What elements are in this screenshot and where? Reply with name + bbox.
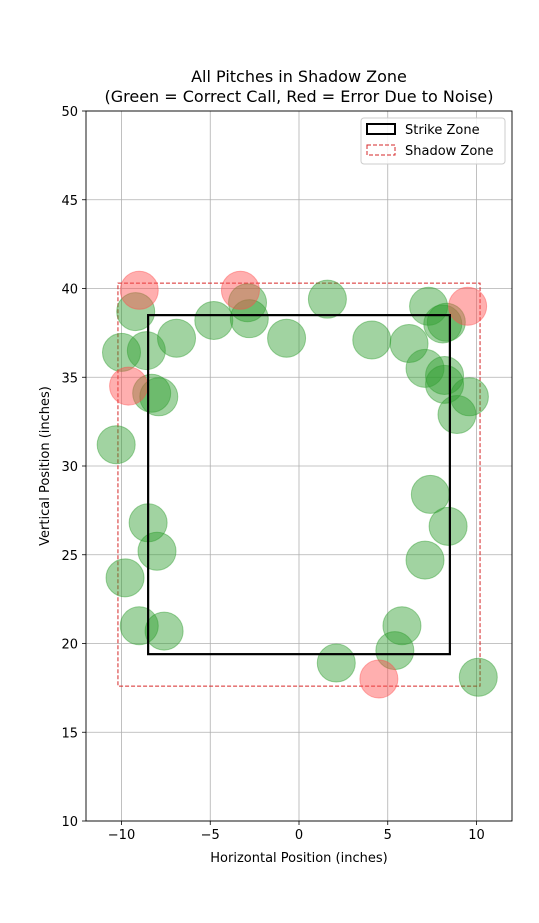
correct-call-point: [229, 299, 269, 339]
correct-call-point: [126, 331, 166, 371]
legend-box: [360, 117, 506, 165]
correct-call-point: [194, 300, 234, 340]
correct-call-point: [116, 292, 156, 332]
correct-call-point: [375, 631, 415, 671]
y-axis-label: Vertical Position (inches): [38, 386, 53, 546]
correct-call-point: [382, 606, 422, 646]
correct-call-point: [426, 302, 466, 342]
x-tick-label: 5: [384, 828, 392, 843]
correct-call-point: [405, 348, 445, 388]
axis-ticks: −10 −5 0 5 10 10 15 20 25 30 35 40 45 50: [61, 105, 484, 843]
error-call-point: [448, 286, 488, 326]
correct-call-point: [267, 318, 307, 358]
y-tick-label: 30: [61, 460, 78, 475]
correct-call-point: [102, 332, 141, 372]
y-tick-label: 50: [61, 105, 78, 120]
strike-zone-rect: [147, 314, 451, 656]
chart-title-line2: (Green = Correct Call, Red = Error Due t…: [104, 87, 493, 106]
shadow-zone-layer: [117, 282, 481, 687]
correct-call-point: [425, 364, 465, 404]
correct-call-point: [132, 373, 172, 413]
y-tick-label: 10: [61, 815, 78, 830]
correct-call-point: [405, 540, 445, 580]
error-call-point: [119, 270, 159, 310]
correct-call-point: [316, 643, 356, 683]
correct-call-point: [96, 425, 136, 465]
correct-call-point: [157, 318, 197, 358]
correct-call-point: [105, 558, 145, 598]
y-tick-label: 45: [61, 194, 78, 209]
strike-zone-layer: [147, 314, 451, 656]
legend-strike-label: Strike Zone: [405, 123, 480, 138]
legend-shadow-label: Shadow Zone: [405, 144, 494, 159]
legend-shadow-swatch: [366, 144, 396, 156]
correct-call-point: [139, 377, 179, 417]
y-tick-label: 25: [61, 549, 78, 564]
correct-call-point: [437, 395, 477, 435]
correct-call-point: [389, 324, 429, 364]
correct-call-point: [428, 506, 468, 546]
correct-call-point: [137, 531, 177, 571]
legend: Strike Zone Shadow Zone: [360, 117, 506, 165]
correct-call-point: [425, 355, 465, 395]
y-tick-label: 15: [61, 726, 78, 741]
correct-call-point: [144, 611, 184, 651]
grid-lines: [86, 110, 512, 822]
x-tick-label: 10: [468, 828, 485, 843]
correct-call-point: [458, 657, 498, 697]
correct-call-point: [228, 283, 268, 323]
correct-call-point: [352, 320, 392, 360]
pitch-points: [96, 270, 498, 699]
error-call-point: [109, 366, 149, 406]
correct-call-point: [307, 279, 347, 319]
x-tick-label: −5: [201, 828, 220, 843]
error-call-point: [359, 659, 399, 699]
x-tick-label: 0: [295, 828, 303, 843]
y-tick-label: 20: [61, 638, 78, 653]
y-tick-label: 40: [61, 283, 78, 298]
error-call-point: [220, 270, 260, 310]
shadow-zone-rect: [117, 282, 481, 687]
y-tick-label: 35: [61, 371, 78, 386]
chart-title-line1: All Pitches in Shadow Zone: [191, 67, 407, 86]
x-tick-label: −10: [108, 828, 135, 843]
legend-strike-swatch: [366, 123, 396, 135]
x-axis-label: Horizontal Position (inches): [210, 851, 387, 866]
